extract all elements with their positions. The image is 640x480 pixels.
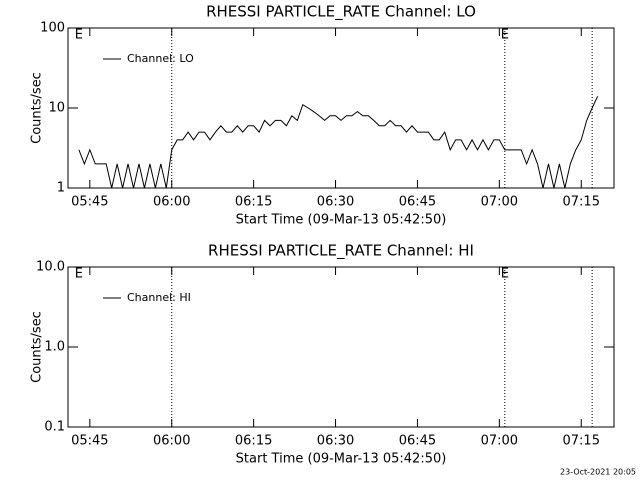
x-tick-label: 05:45 [71, 195, 108, 210]
event-label: E [75, 267, 83, 282]
legend-label: Channel: HI [127, 291, 191, 304]
x-tick-label: 06:45 [399, 434, 436, 449]
chart-title: RHESSI PARTICLE_RATE Channel: LO [206, 3, 476, 22]
x-axis-label: Start Time (09-Mar-13 05:42:50) [236, 213, 447, 228]
event-label: E [75, 28, 83, 43]
y-tick-label: 1 [57, 181, 65, 196]
x-tick-label: 06:30 [317, 195, 354, 210]
x-tick-label: 07:15 [563, 195, 600, 210]
y-tick-label: 10.0 [36, 260, 65, 275]
data-line [78, 96, 599, 189]
y-tick-label: 1.0 [44, 340, 65, 355]
x-tick-label: 07:00 [481, 434, 518, 449]
x-tick-label: 06:15 [235, 195, 272, 210]
x-tick-label: 06:30 [317, 434, 354, 449]
legend-label: Channel: LO [127, 52, 194, 65]
y-tick-label: 100 [40, 21, 65, 36]
x-tick-label: 06:00 [153, 195, 190, 210]
x-tick-label: 06:00 [153, 434, 190, 449]
x-tick-label: 07:00 [481, 195, 518, 210]
chart-title: RHESSI PARTICLE_RATE Channel: HI [208, 242, 474, 261]
event-label: E [501, 267, 509, 282]
x-tick-label: 06:45 [399, 195, 436, 210]
event-label: E [501, 28, 509, 43]
y-tick-label: 10 [48, 101, 65, 116]
x-tick-label: 07:15 [563, 434, 600, 449]
x-axis-label: Start Time (09-Mar-13 05:42:50) [236, 452, 447, 467]
x-tick-label: 06:15 [235, 434, 272, 449]
y-axis-label: Counts/sec [30, 72, 45, 144]
y-tick-label: 0.1 [44, 420, 65, 435]
footer: 23-Oct-2021 20:05 [560, 468, 636, 477]
x-tick-label: 05:45 [71, 434, 108, 449]
y-axis-label: Counts/sec [30, 311, 45, 383]
